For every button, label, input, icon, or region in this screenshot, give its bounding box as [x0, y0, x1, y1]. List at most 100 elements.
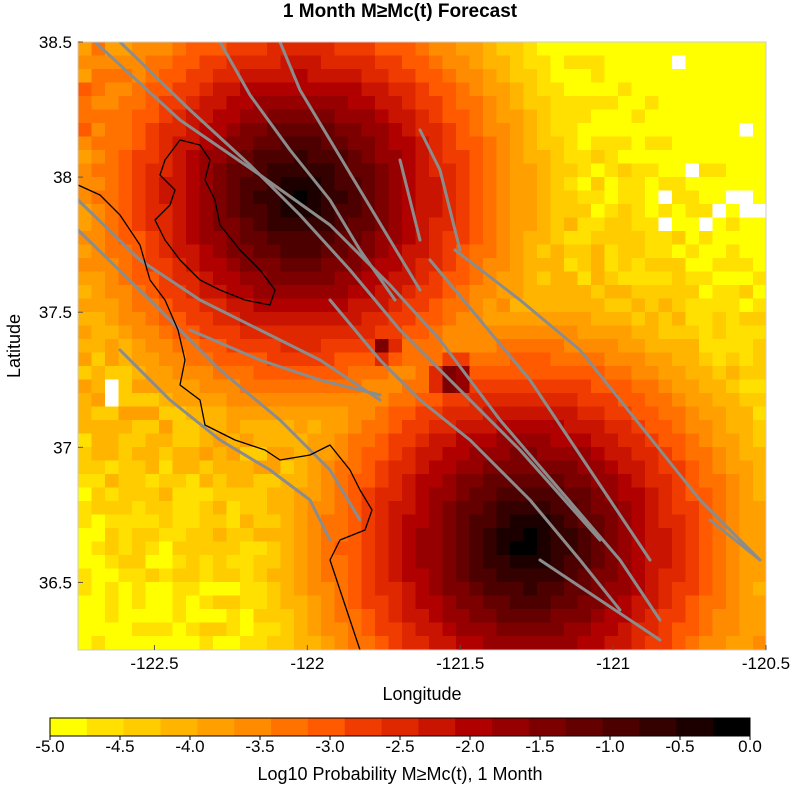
grid-cell [496, 244, 511, 259]
grid-cell [429, 595, 443, 610]
grid-cell [118, 501, 133, 515]
grid-cell [118, 528, 133, 542]
grid-cell [307, 69, 322, 83]
grid-cell [510, 271, 524, 286]
grid-cell [334, 258, 349, 272]
grid-cell [172, 109, 187, 124]
grid-cell [699, 55, 713, 70]
grid-cell [483, 150, 497, 164]
colorbar-swatch [713, 718, 751, 736]
grid-cell [294, 393, 308, 407]
grid-cell [496, 622, 511, 637]
grid-cell [429, 136, 443, 151]
grid-cell [348, 136, 362, 151]
grid-cell [226, 217, 241, 232]
grid-cell [537, 379, 551, 394]
grid-cell [91, 285, 106, 299]
grid-cell [105, 163, 119, 178]
grid-cell [483, 460, 497, 475]
grid-cell [280, 501, 295, 515]
grid-cell [469, 244, 484, 259]
grid-cell [550, 622, 565, 637]
grid-cell [321, 150, 335, 164]
grid-cell [726, 474, 740, 488]
grid-cell [739, 271, 754, 286]
grid-cell [159, 582, 173, 596]
grid-cell [118, 204, 133, 218]
grid-cell [577, 42, 592, 56]
grid-cell [604, 55, 619, 70]
grid-cell [753, 447, 766, 461]
grid-cell [523, 622, 538, 637]
grid-cell [118, 82, 133, 97]
grid-cell [699, 96, 713, 110]
grid-cell [388, 636, 403, 650]
grid-cell [240, 190, 254, 205]
grid-cell [280, 622, 295, 637]
grid-cell [199, 460, 214, 475]
grid-cell [564, 96, 578, 110]
grid-cell [591, 55, 605, 70]
grid-cell [321, 514, 335, 529]
grid-cell [739, 312, 754, 326]
grid-cell [537, 217, 551, 232]
grid-cell [294, 555, 308, 569]
grid-cell [753, 609, 766, 623]
grid-cell [415, 636, 430, 650]
colorbar-tick-label: -1.5 [525, 737, 554, 756]
grid-cell [159, 123, 173, 137]
grid-cell [78, 420, 92, 434]
grid-cell [348, 447, 362, 461]
grid-cell [267, 622, 281, 637]
grid-cell [199, 258, 214, 272]
grid-cell [78, 298, 92, 313]
grid-cell [159, 568, 173, 583]
grid-cell [307, 258, 322, 272]
grid-cell [537, 447, 551, 461]
grid-cell [658, 649, 673, 650]
grid-cell [334, 622, 349, 637]
y-tick-label: 37 [53, 438, 72, 457]
grid-cell [712, 501, 727, 515]
grid-cell [199, 649, 214, 650]
grid-cell [132, 231, 146, 245]
grid-cell [726, 109, 740, 124]
grid-cell [388, 541, 403, 556]
grid-cell [739, 82, 754, 97]
grid-cell [91, 217, 106, 232]
grid-cell [699, 406, 713, 421]
grid-cell [186, 582, 200, 596]
grid-cell [375, 204, 389, 218]
grid-cell [415, 568, 430, 583]
grid-cell [186, 177, 200, 191]
grid-cell [496, 352, 511, 367]
grid-cell [442, 55, 457, 70]
grid-cell [685, 163, 700, 178]
grid-cell [375, 163, 389, 178]
grid-cell [577, 379, 592, 394]
grid-cell [159, 325, 173, 340]
grid-cell [172, 474, 187, 488]
grid-cell [753, 298, 766, 313]
grid-cell [523, 271, 538, 286]
grid-cell [226, 231, 241, 245]
grid-cell [429, 528, 443, 542]
grid-cell [78, 501, 92, 515]
grid-cell [510, 393, 524, 407]
grid-cell [402, 460, 416, 475]
grid-cell [226, 528, 241, 542]
grid-cell [307, 285, 322, 299]
grid-cell [496, 55, 511, 70]
grid-cell [604, 555, 619, 569]
grid-cell [253, 231, 268, 245]
grid-cell [456, 406, 470, 421]
grid-cell [685, 204, 700, 218]
grid-cell [604, 433, 619, 448]
grid-cell [658, 42, 673, 56]
grid-cell [577, 352, 592, 367]
grid-cell [618, 96, 632, 110]
grid-cell [483, 177, 497, 191]
grid-cell [429, 433, 443, 448]
grid-cell [91, 393, 106, 407]
grid-cell [523, 325, 538, 340]
